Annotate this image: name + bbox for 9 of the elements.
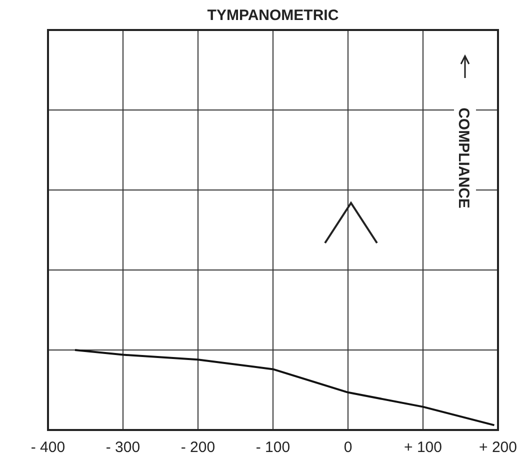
x-tick-label: + 200 bbox=[479, 439, 517, 456]
x-tick-label: 0 bbox=[344, 439, 352, 456]
x-tick-label: - 300 bbox=[106, 439, 140, 456]
x-tick-label: - 400 bbox=[30, 439, 66, 456]
x-tick-label: + 100 bbox=[404, 439, 442, 456]
text: COMPLIANCE bbox=[455, 108, 472, 208]
chart-title: TYMPANOMETRIC bbox=[207, 7, 339, 24]
x-tick-label: - 100 bbox=[256, 439, 290, 456]
x-tick-label: - 200 bbox=[180, 439, 216, 456]
